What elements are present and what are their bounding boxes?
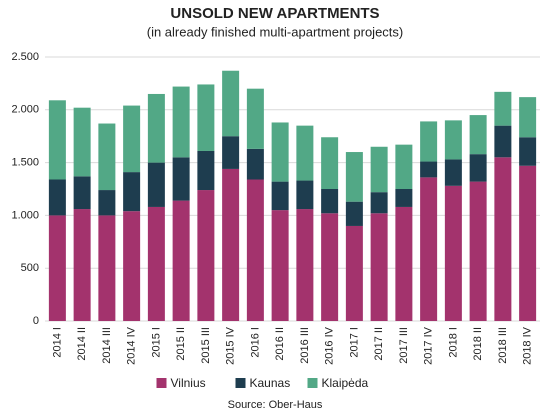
bar-segment: [222, 168, 240, 321]
legend-label: Kaunas: [250, 376, 291, 390]
bar-segment: [395, 206, 413, 321]
x-tick-label: 2017 I: [348, 327, 360, 358]
bar-segment: [271, 181, 289, 211]
y-tick-label: 0: [33, 315, 39, 327]
bar-segment: [494, 91, 512, 126]
bar-segment: [246, 88, 264, 149]
bar-segment: [519, 165, 537, 321]
bar-segment: [73, 209, 91, 321]
legend-label: Klaipėda: [322, 376, 369, 390]
x-tick-label: 2016 I: [249, 327, 261, 358]
x-tick-label: 2015 II: [175, 327, 187, 361]
x-tick-label: 2017 IV: [423, 326, 435, 365]
bar-segment: [48, 100, 66, 180]
bar-segment: [246, 148, 264, 180]
x-tick-label: 2015 III: [200, 327, 212, 364]
bar-segment: [345, 225, 363, 321]
bar-segment: [444, 159, 462, 186]
x-tick-label: 2017 II: [373, 327, 385, 361]
bar-segment: [469, 181, 487, 321]
x-tick-label: 2014 III: [101, 327, 113, 364]
bar-segment: [73, 107, 91, 177]
source-note: Source: Ober-Haus: [228, 399, 323, 411]
bar-segment: [321, 213, 339, 321]
x-tick-label: 2018 IV: [522, 326, 534, 365]
y-tick-label: 500: [21, 262, 39, 274]
legend-swatch: [235, 378, 246, 388]
bar-segment: [147, 93, 165, 163]
bar-segment: [420, 161, 438, 178]
bar-segment: [222, 70, 240, 137]
bar-segment: [98, 190, 116, 216]
bar-segment: [370, 146, 388, 193]
bar-segment: [147, 162, 165, 207]
bar-segment: [469, 154, 487, 182]
bar-segment: [519, 97, 537, 138]
bar-segment: [444, 185, 462, 321]
legend-swatch: [307, 378, 318, 388]
bar-segment: [123, 211, 141, 321]
chart-title: UNSOLD NEW APARTMENTS: [170, 5, 379, 22]
bar-segment: [147, 206, 165, 321]
chart-subtitle: (in already finished multi-apartment pro…: [147, 24, 404, 39]
y-tick-label: 2.000: [11, 104, 39, 116]
bar-segment: [395, 144, 413, 189]
bar-segment: [345, 152, 363, 202]
x-tick-label: 2018 II: [472, 327, 484, 361]
bar-segment: [172, 200, 190, 321]
y-tick-label: 1.500: [11, 157, 39, 169]
bar-segment: [370, 213, 388, 321]
x-tick-label: 2015 I: [150, 327, 162, 358]
bar-segment: [321, 137, 339, 189]
bar-segment: [197, 190, 215, 321]
bar-segment: [271, 122, 289, 182]
bar-segment: [123, 172, 141, 212]
bar-segment: [48, 179, 66, 216]
x-tick-label: 2014 IV: [126, 326, 138, 365]
bar-segment: [494, 157, 512, 321]
bar-segment: [197, 150, 215, 191]
x-tick-label: 2016 III: [299, 327, 311, 364]
x-tick-label: 2014 II: [76, 327, 88, 361]
bar-segment: [494, 125, 512, 158]
bar-segment: [296, 125, 314, 181]
bar-segment: [519, 137, 537, 166]
bar-segment: [395, 189, 413, 207]
y-tick-label: 1.000: [11, 209, 39, 221]
bar-segment: [444, 120, 462, 160]
bar-segment: [246, 179, 264, 321]
bar-segment: [222, 136, 240, 169]
x-tick-label: 2018 III: [497, 327, 509, 364]
x-tick-label: 2018 I: [447, 327, 459, 358]
bar-segment: [420, 121, 438, 162]
bar-segment: [321, 189, 339, 214]
bar-segment: [172, 157, 190, 201]
legend-label: Vilnius: [171, 376, 206, 390]
bar-segment: [98, 215, 116, 321]
bar-segment: [98, 123, 116, 191]
bar-segment: [469, 115, 487, 155]
bar-segment: [73, 176, 91, 210]
bar-segment: [48, 215, 66, 321]
bar-segment: [172, 86, 190, 158]
bar-segment: [197, 84, 215, 151]
bar-segment: [271, 210, 289, 321]
bar-segment: [370, 192, 388, 214]
x-tick-label: 2016 II: [274, 327, 286, 361]
x-tick-label: 2015 IV: [225, 326, 237, 365]
y-tick-label: 2.500: [11, 51, 39, 63]
x-tick-label: 2016 IV: [324, 326, 336, 365]
x-tick-label: 2014 I: [51, 327, 63, 358]
bar-segment: [296, 180, 314, 210]
x-tick-label: 2017 III: [398, 327, 410, 364]
bar-segment: [345, 201, 363, 226]
legend-swatch: [156, 378, 167, 388]
bar-segment: [420, 177, 438, 321]
bar-segment: [123, 105, 141, 173]
bar-segment: [296, 209, 314, 321]
